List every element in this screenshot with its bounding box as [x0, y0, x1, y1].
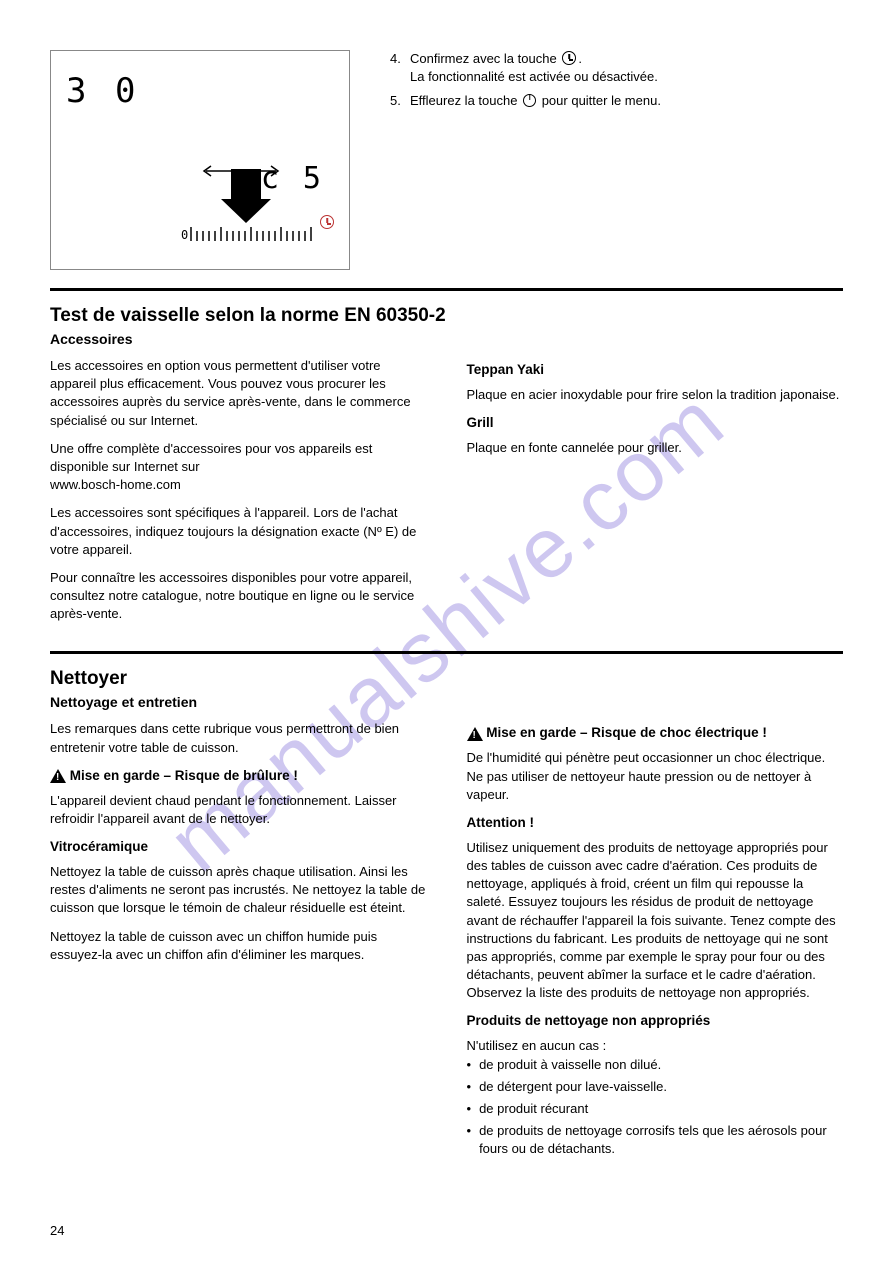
attention-heading: Attention !	[467, 814, 844, 833]
para: Nettoyez la table de cuisson après chaqu…	[50, 863, 427, 918]
subheading: Vitrocéramique	[50, 838, 427, 857]
step-4-subtext: La fonctionnalité est activée ou désacti…	[410, 68, 843, 86]
list-item: de produit récurant	[467, 1100, 844, 1118]
item-body: Plaque en acier inoxydable pour frire se…	[467, 386, 844, 404]
para: Les remarques dans cette rubrique vous p…	[50, 720, 427, 756]
list-item: de produits de nettoyage corrosifs tels …	[467, 1122, 844, 1158]
scale-zero-label: 0	[181, 228, 188, 242]
bullet-list: de produit à vaisselle non dilué. de dét…	[467, 1056, 844, 1159]
attention-body: Utilisez uniquement des produits de nett…	[467, 839, 844, 1003]
page-number: 24	[50, 1223, 64, 1238]
step-5-text: Effleurez la touche pour quitter le menu…	[410, 92, 661, 110]
item-title: Teppan Yaki	[467, 361, 844, 380]
instruction-steps: 4. Confirmez avec la touche . La fonctio…	[390, 50, 843, 270]
section-divider	[50, 651, 843, 654]
power-icon	[523, 94, 536, 107]
list-item: de détergent pour lave-vaisselle.	[467, 1078, 844, 1096]
clean-columns: Les remarques dans cette rubrique vous p…	[50, 720, 843, 1162]
section-subhead-accessories: Accessoires	[50, 331, 843, 347]
warning-heading: Mise en garde – Risque de brûlure !	[50, 767, 427, 786]
clock-icon	[320, 215, 334, 229]
item-body: Plaque en fonte cannelée pour griller.	[467, 439, 844, 457]
display-top-digits: 3 0	[66, 71, 334, 111]
warning-icon	[467, 727, 483, 741]
para: Nettoyez la table de cuisson avec un chi…	[50, 928, 427, 964]
warning-icon	[50, 769, 66, 783]
step-number: 5.	[390, 92, 404, 110]
para: Une offre complète d'accessoires pour vo…	[50, 440, 427, 495]
page-content: 3 0 c 5 0	[50, 50, 843, 1162]
website-url: www.bosch-home.com	[50, 477, 181, 492]
section-subhead-clean: Nettoyage et entretien	[50, 694, 843, 710]
clean-col-right: Mise en garde – Risque de choc électriqu…	[467, 720, 844, 1162]
item-title: Grill	[467, 414, 844, 433]
clean-col-left: Les remarques dans cette rubrique vous p…	[50, 720, 427, 1162]
scale-graphic: 0	[66, 151, 336, 261]
list-item: de produit à vaisselle non dilué.	[467, 1056, 844, 1074]
accessories-col-right: Teppan Yaki Plaque en acier inoxydable p…	[467, 357, 844, 633]
section-title-accessories: Test de vaisselle selon la norme EN 6035…	[50, 305, 843, 327]
top-row: 3 0 c 5 0	[50, 50, 843, 270]
warning-heading: Mise en garde – Risque de choc électriqu…	[467, 724, 844, 743]
accessories-col-left: Les accessoires en option vous permetten…	[50, 357, 427, 633]
warning-body: L'appareil devient chaud pendant le fonc…	[50, 792, 427, 828]
para: Pour connaître les accessoires disponibl…	[50, 569, 427, 624]
warning-body: De l'humidité qui pénètre peut occasionn…	[467, 749, 844, 804]
appliance-display-diagram: 3 0 c 5 0	[50, 50, 350, 270]
para: Les accessoires en option vous permetten…	[50, 357, 427, 430]
para: Les accessoires sont spécifiques à l'app…	[50, 504, 427, 559]
para: N'utilisez en aucun cas :	[467, 1037, 844, 1055]
accessories-columns: Les accessoires en option vous permetten…	[50, 357, 843, 633]
section-divider	[50, 288, 843, 291]
step-4-text: Confirmez avec la touche .	[410, 50, 582, 68]
subheading: Produits de nettoyage non appropriés	[467, 1012, 844, 1031]
section-title-clean: Nettoyer	[50, 668, 843, 690]
step-number: 4.	[390, 50, 404, 68]
clock-icon	[562, 51, 576, 65]
